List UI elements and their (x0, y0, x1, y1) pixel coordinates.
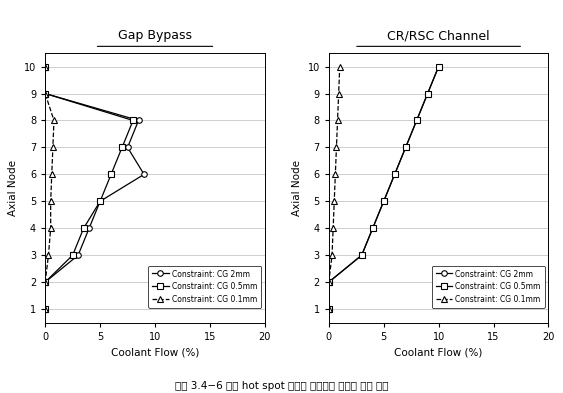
Constraint: CG 0.1mm: (0.4, 4): CG 0.1mm: (0.4, 4) (330, 226, 337, 231)
Constraint: CG 0.1mm: (0, 2): CG 0.1mm: (0, 2) (325, 280, 332, 285)
Legend: Constraint: CG 2mm, Constraint: CG 0.5mm, Constraint: CG 0.1mm: Constraint: CG 2mm, Constraint: CG 0.5mm… (148, 266, 261, 308)
Constraint: CG 0.1mm: (0, 1): CG 0.1mm: (0, 1) (325, 307, 332, 312)
Line: Constraint: CG 0.1mm: Constraint: CG 0.1mm (326, 64, 342, 312)
Constraint: CG 2mm: (7, 7): CG 2mm: (7, 7) (403, 145, 409, 150)
Text: Gap Bypass: Gap Bypass (118, 29, 192, 42)
Constraint: CG 0.5mm: (0, 2): CG 0.5mm: (0, 2) (42, 280, 48, 285)
Constraint: CG 0.5mm: (5, 5): CG 0.5mm: (5, 5) (97, 199, 104, 204)
Line: Constraint: CG 0.1mm: Constraint: CG 0.1mm (42, 64, 57, 312)
Constraint: CG 0.5mm: (3, 3): CG 0.5mm: (3, 3) (358, 253, 365, 257)
Constraint: CG 0.5mm: (0, 9): CG 0.5mm: (0, 9) (42, 91, 48, 96)
Line: Constraint: CG 2mm: Constraint: CG 2mm (326, 64, 441, 312)
Constraint: CG 2mm: (0, 10): CG 2mm: (0, 10) (42, 64, 48, 69)
Constraint: CG 0.5mm: (6, 6): CG 0.5mm: (6, 6) (391, 172, 398, 177)
Constraint: CG 0.5mm: (7, 7): CG 0.5mm: (7, 7) (119, 145, 126, 150)
Line: Constraint: CG 0.5mm: Constraint: CG 0.5mm (326, 64, 441, 312)
Constraint: CG 2mm: (0, 1): CG 2mm: (0, 1) (42, 307, 48, 312)
Constraint: CG 0.5mm: (4, 4): CG 0.5mm: (4, 4) (369, 226, 376, 231)
Constraint: CG 0.1mm: (0.8, 8): CG 0.1mm: (0.8, 8) (334, 118, 341, 123)
Constraint: CG 0.1mm: (0.5, 5): CG 0.1mm: (0.5, 5) (331, 199, 338, 204)
Legend: Constraint: CG 2mm, Constraint: CG 0.5mm, Constraint: CG 0.1mm: Constraint: CG 2mm, Constraint: CG 0.5mm… (432, 266, 544, 308)
X-axis label: Coolant Flow (%): Coolant Flow (%) (111, 347, 199, 357)
Constraint: CG 2mm: (0, 2): CG 2mm: (0, 2) (325, 280, 332, 285)
Constraint: CG 0.5mm: (7, 7): CG 0.5mm: (7, 7) (403, 145, 409, 150)
X-axis label: Coolant Flow (%): Coolant Flow (%) (395, 347, 483, 357)
Constraint: CG 0.1mm: (0.3, 3): CG 0.1mm: (0.3, 3) (45, 253, 52, 257)
Constraint: CG 0.5mm: (8, 8): CG 0.5mm: (8, 8) (129, 118, 136, 123)
Constraint: CG 0.1mm: (0.3, 3): CG 0.1mm: (0.3, 3) (329, 253, 336, 257)
Constraint: CG 0.1mm: (0.7, 7): CG 0.1mm: (0.7, 7) (333, 145, 340, 150)
Constraint: CG 0.5mm: (5, 5): CG 0.5mm: (5, 5) (380, 199, 387, 204)
Y-axis label: Axial Node: Axial Node (292, 160, 302, 216)
Constraint: CG 0.5mm: (10, 10): CG 0.5mm: (10, 10) (435, 64, 442, 69)
Line: Constraint: CG 0.5mm: Constraint: CG 0.5mm (42, 64, 136, 312)
Constraint: CG 0.1mm: (0.9, 9): CG 0.1mm: (0.9, 9) (335, 91, 342, 96)
Constraint: CG 0.1mm: (1, 10): CG 0.1mm: (1, 10) (336, 64, 343, 69)
Constraint: CG 2mm: (0, 1): CG 2mm: (0, 1) (325, 307, 332, 312)
Constraint: CG 2mm: (5, 5): CG 2mm: (5, 5) (97, 199, 104, 204)
Constraint: CG 2mm: (0, 2): CG 2mm: (0, 2) (42, 280, 48, 285)
Text: CR/RSC Channel: CR/RSC Channel (387, 29, 490, 42)
Constraint: CG 2mm: (4, 4): CG 2mm: (4, 4) (369, 226, 376, 231)
Text: 그림 3.4−6 노심 hot spot 해석시 우회유량 분포의 계산 결과: 그림 3.4−6 노심 hot spot 해석시 우회유량 분포의 계산 결과 (175, 381, 388, 391)
Constraint: CG 0.1mm: (0, 10): CG 0.1mm: (0, 10) (42, 64, 48, 69)
Constraint: CG 2mm: (7.5, 7): CG 2mm: (7.5, 7) (124, 145, 131, 150)
Constraint: CG 0.1mm: (0, 1): CG 0.1mm: (0, 1) (42, 307, 48, 312)
Constraint: CG 2mm: (9, 9): CG 2mm: (9, 9) (425, 91, 431, 96)
Constraint: CG 2mm: (3, 3): CG 2mm: (3, 3) (75, 253, 82, 257)
Y-axis label: Axial Node: Axial Node (8, 160, 19, 216)
Constraint: CG 0.5mm: (0, 10): CG 0.5mm: (0, 10) (42, 64, 48, 69)
Constraint: CG 2mm: (8, 8): CG 2mm: (8, 8) (413, 118, 420, 123)
Constraint: CG 0.5mm: (9, 9): CG 0.5mm: (9, 9) (425, 91, 431, 96)
Constraint: CG 0.1mm: (0.7, 7): CG 0.1mm: (0.7, 7) (50, 145, 56, 150)
Constraint: CG 0.5mm: (0, 1): CG 0.5mm: (0, 1) (42, 307, 48, 312)
Constraint: CG 0.5mm: (0, 2): CG 0.5mm: (0, 2) (325, 280, 332, 285)
Constraint: CG 0.1mm: (0.5, 4): CG 0.1mm: (0.5, 4) (47, 226, 54, 231)
Constraint: CG 2mm: (10, 10): CG 2mm: (10, 10) (435, 64, 442, 69)
Constraint: CG 0.1mm: (0.6, 6): CG 0.1mm: (0.6, 6) (332, 172, 339, 177)
Constraint: CG 0.5mm: (0, 1): CG 0.5mm: (0, 1) (325, 307, 332, 312)
Constraint: CG 0.5mm: (8, 8): CG 0.5mm: (8, 8) (413, 118, 420, 123)
Constraint: CG 0.1mm: (0.6, 6): CG 0.1mm: (0.6, 6) (48, 172, 55, 177)
Constraint: CG 2mm: (8.5, 8): CG 2mm: (8.5, 8) (135, 118, 142, 123)
Constraint: CG 0.5mm: (6, 6): CG 0.5mm: (6, 6) (108, 172, 114, 177)
Constraint: CG 0.5mm: (2.5, 3): CG 0.5mm: (2.5, 3) (69, 253, 76, 257)
Constraint: CG 2mm: (0, 9): CG 2mm: (0, 9) (42, 91, 48, 96)
Constraint: CG 0.1mm: (0.5, 5): CG 0.1mm: (0.5, 5) (47, 199, 54, 204)
Constraint: CG 2mm: (9, 6): CG 2mm: (9, 6) (141, 172, 148, 177)
Constraint: CG 0.5mm: (3.5, 4): CG 0.5mm: (3.5, 4) (81, 226, 87, 231)
Constraint: CG 2mm: (5, 5): CG 2mm: (5, 5) (380, 199, 387, 204)
Line: Constraint: CG 2mm: Constraint: CG 2mm (42, 64, 147, 312)
Constraint: CG 2mm: (3, 3): CG 2mm: (3, 3) (358, 253, 365, 257)
Constraint: CG 0.1mm: (0, 2): CG 0.1mm: (0, 2) (42, 280, 48, 285)
Constraint: CG 0.1mm: (0.8, 8): CG 0.1mm: (0.8, 8) (51, 118, 57, 123)
Constraint: CG 0.1mm: (0, 9): CG 0.1mm: (0, 9) (42, 91, 48, 96)
Constraint: CG 2mm: (4, 4): CG 2mm: (4, 4) (86, 226, 92, 231)
Constraint: CG 2mm: (6, 6): CG 2mm: (6, 6) (391, 172, 398, 177)
